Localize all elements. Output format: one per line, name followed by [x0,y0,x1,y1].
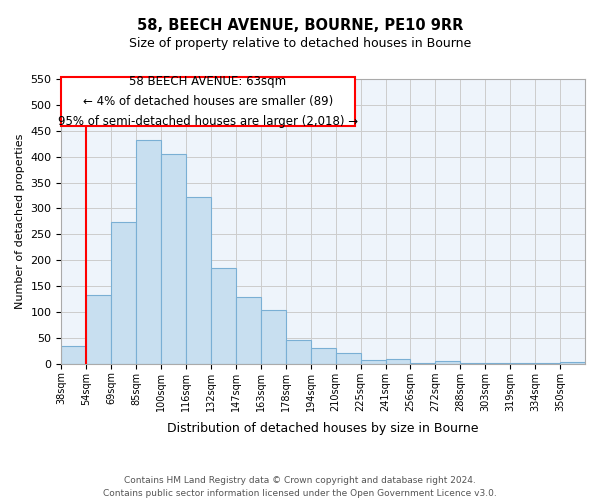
Bar [186,196,211,364]
X-axis label: Distribution of detached houses by size in Bourne: Distribution of detached houses by size … [167,422,479,435]
Text: Size of property relative to detached houses in Bourne: Size of property relative to detached ho… [129,38,471,51]
Bar [361,360,386,364]
Bar [335,354,361,364]
Bar [211,268,236,364]
Bar [286,340,311,363]
Bar [436,361,460,364]
Bar [86,295,111,364]
Bar [111,222,136,364]
Bar [510,363,535,364]
Bar [261,310,286,364]
Y-axis label: Number of detached properties: Number of detached properties [15,134,25,309]
Text: Contains HM Land Registry data © Crown copyright and database right 2024.
Contai: Contains HM Land Registry data © Crown c… [103,476,497,498]
Bar [460,362,485,364]
Text: 58, BEECH AVENUE, BOURNE, PE10 9RR: 58, BEECH AVENUE, BOURNE, PE10 9RR [137,18,463,32]
Bar [485,363,510,364]
Bar [236,298,261,364]
Bar [535,363,560,364]
Bar [136,140,161,364]
Bar [161,154,186,364]
Bar [61,346,86,364]
Bar [311,348,335,364]
Bar [386,359,410,364]
Bar [560,362,585,364]
Bar [410,362,436,364]
Text: 58 BEECH AVENUE: 63sqm
← 4% of detached houses are smaller (89)
95% of semi-deta: 58 BEECH AVENUE: 63sqm ← 4% of detached … [58,74,358,128]
